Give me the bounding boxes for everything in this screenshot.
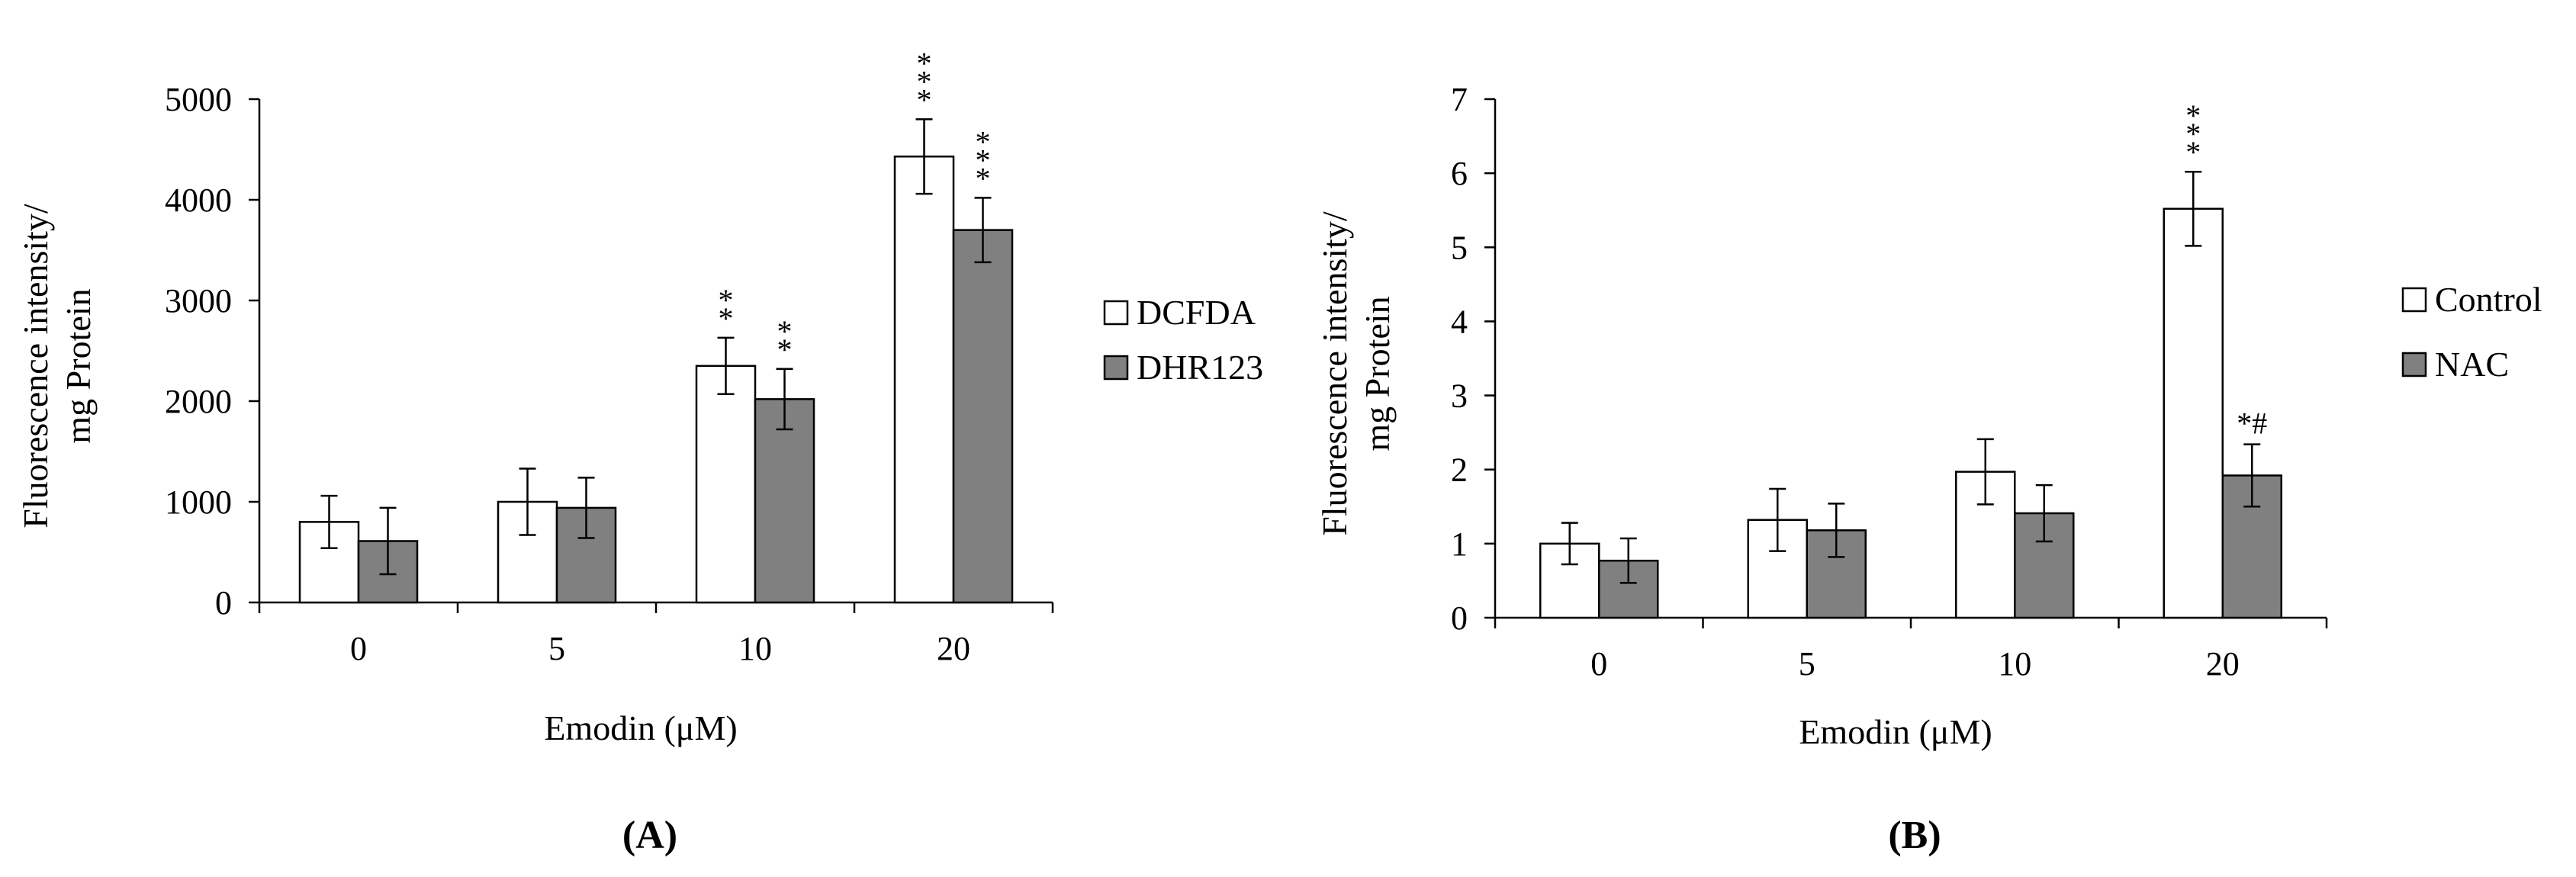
panel-label-b: (B)	[1888, 814, 1941, 857]
significance-label: **	[777, 314, 793, 367]
significance-label: ***	[917, 46, 932, 117]
y-tick-label: 0	[215, 584, 232, 622]
y-tick-label: 3	[1451, 377, 1468, 415]
x-tick-label: 5	[548, 630, 565, 667]
x-tick-label: 10	[1998, 645, 2031, 683]
panel-label-a: (A)	[622, 814, 677, 857]
y-tick-label: 3000	[165, 282, 232, 320]
y-axis-title: mg Protein	[59, 288, 98, 443]
legend-swatch	[1103, 355, 1129, 381]
bar-control	[2163, 207, 2224, 619]
y-tick-label: 0	[1451, 599, 1468, 637]
bar-dcfda	[893, 155, 955, 604]
significance-label: **	[719, 283, 734, 336]
bar-dhr123	[952, 229, 1014, 604]
legend-label: DCFDA	[1137, 293, 1256, 332]
y-tick-label: 5000	[165, 81, 232, 118]
legend-label: Control	[2435, 280, 2542, 319]
y-tick-label: 2	[1451, 451, 1468, 489]
x-axis-title: Emodin (μM)	[544, 708, 737, 747]
legend-swatch	[2401, 287, 2427, 313]
legend-label: NAC	[2435, 345, 2509, 384]
x-tick-label: 20	[937, 630, 970, 667]
x-axis-title: Emodin (μM)	[1799, 712, 1992, 751]
x-tick-label: 0	[350, 630, 367, 667]
bar-dhr123	[754, 398, 815, 604]
bar-dcfda	[695, 365, 757, 604]
y-tick-label: 2000	[165, 383, 232, 420]
significance-label: ***	[2185, 98, 2201, 169]
x-tick-label: 10	[738, 630, 772, 667]
panel-a-chart: 0 1000 2000 3000 4000 5000 0 5 ** ** 10 *** *** 20 Emo…	[16, 46, 1263, 747]
significance-label: ***	[976, 124, 991, 195]
x-tick-label: 0	[1590, 645, 1607, 683]
x-tick-label: 5	[1799, 645, 1815, 683]
significance-label: *#	[2237, 406, 2267, 441]
y-tick-label: 1	[1451, 525, 1468, 563]
y-tick-label: 6	[1451, 155, 1468, 192]
y-tick-label: 1000	[165, 483, 232, 521]
legend-label: DHR123	[1137, 348, 1263, 387]
x-tick-label: 20	[2206, 645, 2240, 683]
legend-swatch	[1103, 300, 1129, 326]
y-axis-title: Fluorescence intensity/	[1315, 211, 1354, 536]
y-tick-label: 5	[1451, 229, 1468, 266]
y-tick-label: 7	[1451, 81, 1468, 118]
legend-swatch	[2401, 352, 2427, 377]
y-axis-title: mg Protein	[1358, 296, 1397, 451]
y-tick-label: 4000	[165, 182, 232, 219]
panel-b-chart: 0 1 2 3 4 5 6 7 0 5 10 *** *# 20 Emodin (μM) Fluorescen…	[1315, 81, 2542, 751]
y-tick-label: 4	[1451, 303, 1468, 340]
y-axis-title: Fluorescence intensity/	[16, 204, 55, 528]
